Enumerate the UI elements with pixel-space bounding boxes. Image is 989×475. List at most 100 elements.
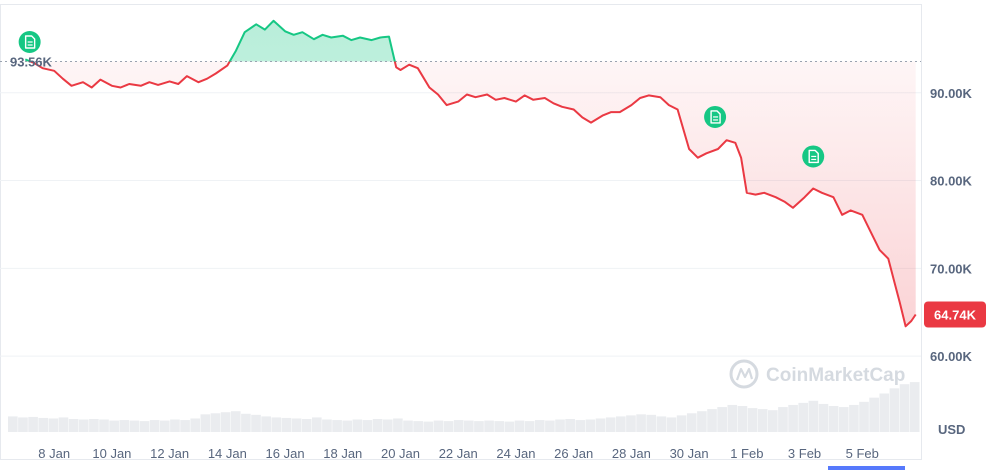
volume-bar [139, 421, 150, 432]
volume-bar [413, 421, 423, 432]
volume-bar [423, 421, 434, 432]
volume-bar [575, 420, 586, 432]
volume-bar [778, 407, 788, 432]
document-icon[interactable] [802, 145, 825, 168]
volume-bar [149, 420, 160, 432]
volume-bar [372, 419, 383, 432]
volume-bar [332, 420, 342, 432]
volume-bar [78, 419, 89, 432]
volume-bar [220, 412, 231, 432]
volume-bar [8, 416, 18, 432]
volume-bar [859, 401, 869, 432]
volume-bar [717, 407, 727, 432]
volume-bar [909, 382, 920, 432]
volume-bar [484, 420, 494, 432]
document-icon[interactable] [18, 31, 41, 53]
currency-label: USD [938, 422, 965, 437]
volume-bar [727, 404, 738, 432]
volume-bar [849, 404, 859, 432]
volume-bar [58, 417, 69, 432]
volume-bar [160, 420, 170, 432]
volume-bar [524, 421, 535, 432]
volume-bar [443, 421, 454, 432]
volume-bar [362, 420, 373, 432]
volume-bar [676, 415, 687, 432]
current-price-badge: 64.74K [924, 301, 986, 328]
volume-bar [605, 417, 616, 432]
volume-bar [109, 420, 119, 432]
volume-bar [190, 418, 201, 432]
current-price-label: 64.74K [934, 308, 977, 323]
volume-bar [616, 416, 626, 432]
volume-bar [241, 413, 251, 432]
volume-bar [271, 417, 282, 432]
x-tick-label: 20 Jan [381, 446, 420, 461]
volume-bar [828, 406, 839, 432]
above-reference-area [25, 20, 395, 62]
volume-bar [301, 419, 312, 432]
y-tick-label: 60.00K [930, 349, 973, 364]
x-tick-label: 1 Feb [730, 446, 763, 461]
volume-bar [48, 418, 59, 432]
volume-bar [291, 418, 302, 432]
volume-bar [251, 414, 261, 432]
volume-bar [666, 417, 677, 432]
volume-bar [879, 393, 890, 432]
volume-bar [707, 409, 717, 432]
volume-bar [464, 420, 474, 432]
x-tick-label: 26 Jan [554, 446, 593, 461]
volume-bar [129, 420, 140, 432]
x-tick-label: 16 Jan [266, 446, 305, 461]
volume-bar [312, 417, 322, 432]
volume-bar [838, 407, 849, 432]
volume-bar [514, 420, 525, 432]
volume-bar [889, 388, 900, 432]
x-tick-label: 14 Jan [208, 446, 247, 461]
volume-bar [808, 400, 819, 432]
volume-bar [788, 404, 798, 432]
volume-bar [636, 414, 646, 432]
volume-bar [626, 415, 636, 432]
volume-bar [352, 419, 363, 432]
x-tick-label: 8 Jan [38, 446, 70, 461]
volume-bar [200, 414, 211, 432]
price-line-below [27, 61, 917, 328]
x-tick-label: 30 Jan [670, 446, 709, 461]
volume-bar [403, 420, 413, 432]
range-selector-handle[interactable] [828, 466, 905, 470]
volume-bar [230, 411, 241, 432]
plot-frame [0, 4, 922, 460]
x-tick-label: 3 Feb [788, 446, 821, 461]
volume-bar [453, 420, 464, 432]
volume-bar [393, 418, 403, 432]
volume-bar [322, 419, 332, 432]
volume-bar [180, 420, 190, 432]
y-tick-label: 90.00K [930, 86, 973, 101]
y-tick-label: 80.00K [930, 174, 973, 189]
volume-bar [757, 409, 768, 432]
volume-bar [534, 420, 545, 432]
volume-bar [747, 408, 758, 432]
x-tick-label: 5 Feb [846, 446, 879, 461]
x-tick-label: 24 Jan [496, 446, 535, 461]
volume-bar [646, 414, 657, 432]
volume-bar [899, 384, 910, 432]
volume-bar [119, 420, 130, 432]
volume-bar [433, 420, 444, 432]
document-icon[interactable] [704, 105, 727, 128]
x-tick-label: 12 Jan [150, 446, 189, 461]
below-reference-area [25, 61, 916, 327]
volume-bar [656, 416, 667, 432]
volume-bar [686, 413, 697, 432]
volume-bar [99, 419, 109, 432]
volume-bar [697, 411, 707, 432]
volume-bar [798, 402, 809, 432]
x-tick-label: 22 Jan [439, 446, 478, 461]
volume-bar [89, 419, 99, 432]
volume-bar [545, 420, 555, 432]
coinmarketcap-watermark: CoinMarketCap [729, 359, 905, 389]
volume-bar [261, 416, 271, 432]
volume-bar [818, 403, 829, 432]
